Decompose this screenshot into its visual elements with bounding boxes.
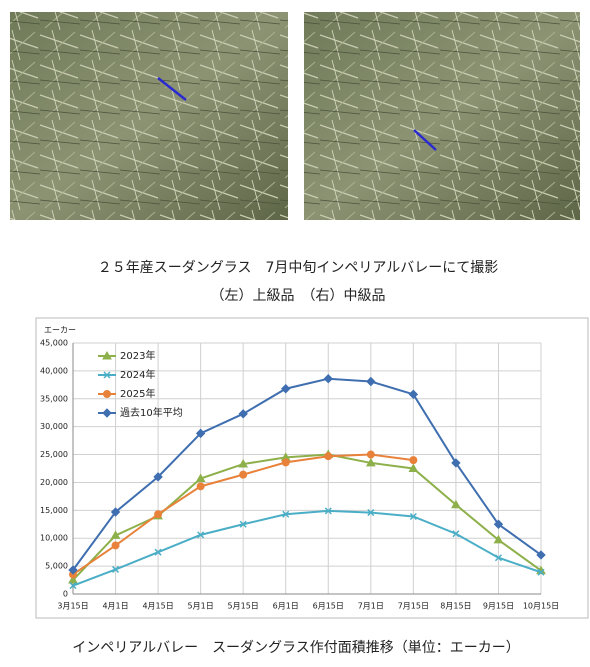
- marker: [103, 390, 111, 398]
- marker: [367, 509, 375, 517]
- y-tick-label: 20,000: [40, 478, 68, 487]
- marker: [103, 371, 111, 379]
- marker: [112, 565, 120, 573]
- marker: [238, 459, 249, 468]
- y-tick-label: 10,000: [40, 534, 68, 543]
- marker: [102, 350, 112, 360]
- marker: [536, 550, 546, 560]
- y-tick-label: 15,000: [40, 506, 68, 515]
- y-tick-label: 30,000: [40, 422, 68, 431]
- marker: [68, 565, 78, 575]
- series-line: [72, 509, 542, 587]
- marker: [323, 373, 333, 384]
- marker: [111, 541, 120, 550]
- x-tick-label: 5月1日: [188, 602, 214, 611]
- marker: [195, 473, 206, 483]
- marker: [69, 582, 77, 590]
- x-tick-label: 7月15日: [398, 602, 429, 611]
- y-tick-label: 45,000: [40, 339, 68, 348]
- y-axis-label: エーカー: [44, 326, 76, 335]
- marker: [324, 507, 332, 515]
- marker: [281, 458, 290, 467]
- marker: [494, 554, 502, 562]
- legend-label: 2024年: [120, 368, 155, 381]
- marker: [195, 428, 206, 439]
- marker: [239, 470, 248, 479]
- marker: [196, 482, 205, 491]
- x-tick-label: 10月15日: [523, 602, 559, 611]
- y-tick-label: 35,000: [40, 394, 68, 403]
- marker: [409, 456, 418, 465]
- photo-left: [10, 12, 288, 220]
- photo-right: [304, 12, 580, 220]
- legend-label: 2023年: [120, 349, 155, 362]
- marker: [537, 568, 545, 576]
- marker: [409, 512, 417, 520]
- x-tick-label: 7月1日: [358, 602, 384, 611]
- marker: [153, 472, 163, 482]
- series-line: [72, 377, 542, 571]
- marker: [451, 499, 461, 509]
- marker: [238, 409, 248, 419]
- marker: [408, 389, 419, 400]
- marker: [493, 534, 504, 544]
- marker: [493, 519, 504, 529]
- marker: [282, 510, 290, 518]
- x-tick-label: 8月15日: [440, 602, 471, 611]
- x-tick-label: 5月15日: [228, 602, 259, 611]
- x-tick-label: 4月1日: [102, 602, 128, 611]
- caption-line: （左）上級品 （右）中級品: [211, 288, 386, 304]
- x-tick-label: 6月15日: [313, 602, 344, 611]
- marker: [110, 530, 121, 539]
- marker: [110, 507, 121, 517]
- marker: [68, 575, 78, 584]
- marker: [281, 384, 291, 394]
- y-tick-label: 0: [63, 590, 68, 599]
- marker: [102, 408, 112, 418]
- marker: [197, 531, 205, 539]
- caption-line: ２５年産スーダングラス 7月中旬インペリアルバレーにて撮影: [98, 259, 499, 276]
- legend-label: 過去10年平均: [120, 406, 183, 419]
- marker: [324, 452, 333, 461]
- legend-label: 2025年: [120, 387, 155, 400]
- x-tick-label: 3月15日: [57, 602, 88, 611]
- x-tick-label: 4月15日: [142, 602, 173, 611]
- marker: [452, 530, 460, 538]
- marker: [366, 376, 376, 387]
- marker: [365, 457, 376, 467]
- y-tick-label: 5,000: [45, 562, 68, 571]
- chart-title: インペリアルバレー スーダングラス作付面積推移（単位：エーカー）: [72, 640, 520, 656]
- chart-frame: [35, 317, 589, 619]
- marker: [366, 450, 375, 459]
- marker: [408, 463, 419, 472]
- marker: [154, 548, 162, 556]
- marker: [239, 520, 247, 528]
- x-tick-label: 9月15日: [483, 602, 514, 611]
- marker: [154, 510, 163, 519]
- marker: [451, 458, 461, 468]
- x-tick-label: 6月1日: [273, 602, 299, 611]
- y-tick-label: 25,000: [40, 450, 68, 459]
- y-tick-label: 40,000: [40, 366, 68, 375]
